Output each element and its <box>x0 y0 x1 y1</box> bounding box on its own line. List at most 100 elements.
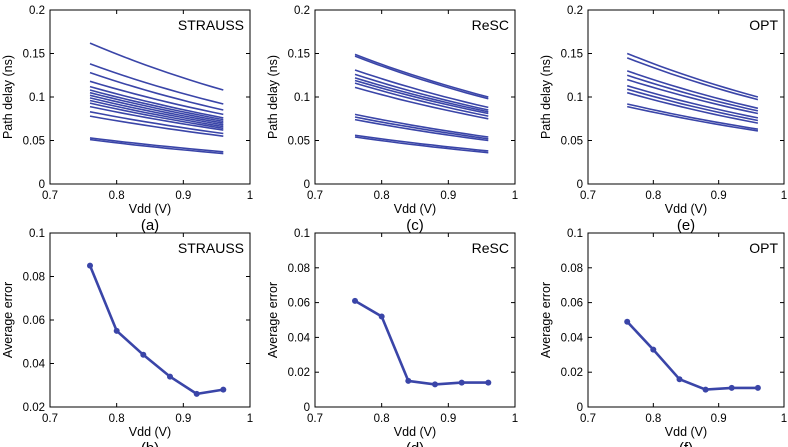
y-tick-label: 0 <box>304 402 310 414</box>
panel-title: ReSC <box>472 240 509 256</box>
x-tick-label: 0.8 <box>374 190 390 202</box>
error-point-4 <box>167 373 173 380</box>
x-tick-label: 0.7 <box>42 190 58 202</box>
x-tick-label: 0.7 <box>307 413 323 425</box>
error-point-5 <box>193 390 200 397</box>
y-tick-label: 0.1 <box>294 92 310 104</box>
y-tick-label: 0.02 <box>23 402 45 414</box>
y-tick-label: 0 <box>39 179 45 191</box>
y-tick-label: 0.02 <box>288 367 310 379</box>
y-tick-label: 0.06 <box>23 315 45 327</box>
delay-curve-12 <box>89 105 224 131</box>
y-tick-label: 0.08 <box>561 263 583 275</box>
x-tick-label: 1 <box>512 413 518 425</box>
panel-f: 0.7 0.8 0.9 1 0 0.02 0.04 0.06 0.08 0.1 OPT Vdd (V)… <box>539 228 787 447</box>
x-axis-label: Vdd (V) <box>665 425 707 439</box>
error-point-6 <box>485 379 492 386</box>
y-axis-label: Path delay (ns) <box>539 55 553 139</box>
x-tick-label: 0.9 <box>175 190 191 202</box>
error-point-6 <box>220 386 227 393</box>
error-point-2 <box>113 327 120 334</box>
y-tick-label: 0.2 <box>567 5 583 17</box>
panel-caption: (a) <box>141 217 159 234</box>
delay-curve-9 <box>89 97 224 126</box>
x-tick-label: 0.8 <box>645 190 661 202</box>
panel-title: STRAUSS <box>178 17 244 33</box>
panel-caption: (e) <box>677 217 695 234</box>
panel-caption: (c) <box>406 217 424 234</box>
y-tick-label: 0.04 <box>561 332 584 344</box>
error-point-1 <box>624 318 631 325</box>
y-tick-label: 0.05 <box>288 136 310 148</box>
delay-curve-10 <box>354 116 489 140</box>
delay-curve-1 <box>89 42 224 91</box>
delay-curve-13 <box>89 111 224 135</box>
y-tick-label: 0.04 <box>23 359 46 371</box>
y-tick-label: 0.05 <box>23 136 45 148</box>
x-tick-label: 1 <box>247 190 253 202</box>
delay-curve-7 <box>354 82 489 117</box>
delay-curve-5 <box>354 77 489 113</box>
y-tick-label: 0.06 <box>288 298 310 310</box>
x-tick-label: 1 <box>781 413 787 425</box>
y-axis-label: Average error <box>266 282 280 358</box>
delay-curve-9 <box>627 103 759 130</box>
delay-curve-5 <box>626 78 759 115</box>
x-tick-label: 0.7 <box>307 190 323 202</box>
y-tick-label: 0 <box>304 179 310 191</box>
error-point-3 <box>405 377 412 384</box>
x-tick-label: 0.9 <box>440 413 456 425</box>
delay-curve-6 <box>89 89 224 121</box>
delay-curve-6 <box>626 84 759 119</box>
y-tick-label: 0.04 <box>288 332 311 344</box>
y-axis-label: Path delay (ns) <box>1 55 15 139</box>
y-tick-label: 0.05 <box>561 136 583 148</box>
delay-curve-3 <box>626 70 759 110</box>
x-axis-label: Vdd (V) <box>129 425 171 439</box>
error-line <box>88 265 224 396</box>
delay-curve-15 <box>89 137 224 153</box>
y-tick-label: 0.06 <box>561 298 583 310</box>
panel-caption: (d) <box>406 440 424 447</box>
x-tick-label: 0.8 <box>645 413 661 425</box>
error-point-3 <box>676 376 683 383</box>
y-tick-label: 0.15 <box>561 49 583 61</box>
y-tick-label: 0 <box>577 402 583 414</box>
panel-title: OPT <box>749 240 778 256</box>
delay-curve-7 <box>89 91 224 123</box>
y-tick-label: 0.2 <box>29 5 45 17</box>
y-tick-label: 0.15 <box>23 49 45 61</box>
delay-curve-4 <box>89 80 224 116</box>
y-tick-label: 0.1 <box>294 228 310 240</box>
error-line <box>354 299 489 386</box>
y-tick-label: 0.15 <box>288 49 310 61</box>
panel-title: ReSC <box>472 17 509 33</box>
axes-frame <box>49 232 251 408</box>
y-tick-label: 0.1 <box>567 228 583 240</box>
y-tick-label: 0 <box>577 179 583 191</box>
delay-curve-11 <box>354 118 489 142</box>
y-tick-label: 0.1 <box>29 228 45 240</box>
x-tick-label: 0.7 <box>42 413 58 425</box>
y-axis-label: Average error <box>539 282 553 358</box>
delay-curve-8 <box>626 91 759 124</box>
panel-d: 0.7 0.8 0.9 1 0 0.02 0.04 0.06 0.08 0.1 ReSC Vdd (V… <box>266 228 518 447</box>
delay-curve-10 <box>627 105 759 132</box>
y-tick-label: 0.02 <box>561 367 583 379</box>
error-point-1 <box>87 262 93 269</box>
x-tick-label: 1 <box>247 413 253 425</box>
delay-curve-4 <box>354 73 489 111</box>
axes-frame <box>587 232 785 408</box>
x-tick-label: 1 <box>512 190 518 202</box>
panel-b: 0.7 0.8 0.9 1 0.02 0.04 0.06 0.08 0.1 STRAUSS Vdd … <box>1 228 253 447</box>
panel-c: 0.7 0.8 0.9 1 0 0.05 0.1 0.15 0.2 ReSC Vdd (V)(c) P… <box>266 5 518 234</box>
delay-curve-1 <box>626 52 759 98</box>
delay-curve-5 <box>89 85 224 119</box>
x-tick-label: 0.9 <box>175 413 191 425</box>
panel-caption: (f) <box>679 440 693 447</box>
y-axis-label: Average error <box>1 282 15 358</box>
error-point-1 <box>352 297 358 304</box>
delay-curve-13 <box>354 136 489 154</box>
error-point-4 <box>432 381 438 388</box>
